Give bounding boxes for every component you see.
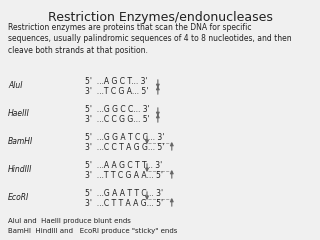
Text: EcoRI: EcoRI [8, 192, 29, 202]
Text: 3'  ...T T C G A A... 5': 3' ...T T C G A A... 5' [85, 172, 163, 180]
Text: 3'  ...C C G G... 5': 3' ...C C G G... 5' [85, 115, 150, 125]
Text: BamHI: BamHI [8, 137, 33, 145]
Text: Restriction Enzymes/endonucleases: Restriction Enzymes/endonucleases [48, 11, 272, 24]
Text: BamHI  HindIII and   EcoRI produce "sticky" ends: BamHI HindIII and EcoRI produce "sticky"… [8, 228, 177, 234]
Text: AluI and  HaeIII produce blunt ends: AluI and HaeIII produce blunt ends [8, 218, 131, 224]
Text: 3'  ...C C T A G G... 5': 3' ...C C T A G G... 5' [85, 144, 164, 152]
Text: 5'  ...A G C T... 3': 5' ...A G C T... 3' [85, 78, 148, 86]
Text: 5'  ...G G A T C C... 3': 5' ...G G A T C C... 3' [85, 133, 164, 143]
Text: 3'  ...C T T A A G... 5': 3' ...C T T A A G... 5' [85, 199, 163, 209]
Text: HaeIII: HaeIII [8, 108, 30, 118]
Text: 5'  ...A A G C T T... 3': 5' ...A A G C T T... 3' [85, 162, 162, 170]
Text: 5'  ...G G C C... 3': 5' ...G G C C... 3' [85, 106, 150, 114]
Text: AluI: AluI [8, 80, 22, 90]
Text: Restriction enzymes are proteins that scan the DNA for specific
sequences, usual: Restriction enzymes are proteins that sc… [8, 23, 292, 55]
Text: HindIII: HindIII [8, 164, 32, 174]
Text: 5'  ...G A A T T C... 3': 5' ...G A A T T C... 3' [85, 190, 163, 198]
Text: 3'  ...T C G A... 5': 3' ...T C G A... 5' [85, 88, 148, 96]
